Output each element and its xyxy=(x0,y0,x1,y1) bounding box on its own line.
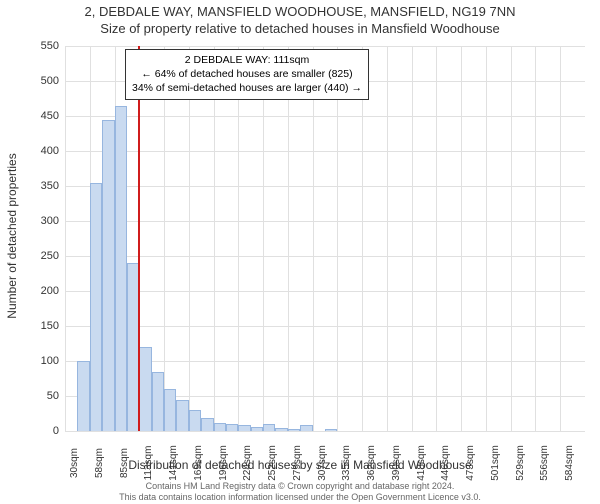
gridline-v xyxy=(313,46,314,431)
histogram-bar xyxy=(139,347,151,431)
histogram-plot: 05010015020025030035040045050055030sqm58… xyxy=(65,46,585,431)
gridline-v xyxy=(362,46,363,431)
annotation-box: 2 DEBDALE WAY: 111sqm ← 64% of detached … xyxy=(125,49,369,100)
histogram-bar xyxy=(275,428,287,432)
y-tick-label: 450 xyxy=(41,110,65,122)
y-tick-label: 0 xyxy=(53,425,65,437)
gridline-v xyxy=(238,46,239,431)
y-tick-label: 200 xyxy=(41,285,65,297)
histogram-bar xyxy=(238,425,250,431)
gridline-v xyxy=(486,46,487,431)
histogram-bar xyxy=(115,106,127,432)
chart-subtitle: Size of property relative to detached ho… xyxy=(0,21,600,36)
histogram-bar xyxy=(176,400,188,432)
annotation-line-2: ← 64% of detached houses are smaller (82… xyxy=(132,67,362,81)
gridline-h xyxy=(65,46,585,47)
gridline-v xyxy=(337,46,338,431)
y-tick-label: 500 xyxy=(41,75,65,87)
gridline-v xyxy=(189,46,190,431)
histogram-bar xyxy=(189,410,201,431)
histogram-bar xyxy=(226,424,238,431)
histogram-bar xyxy=(214,423,226,431)
histogram-bar xyxy=(300,425,312,431)
gridline-h xyxy=(65,186,585,187)
gridline-h xyxy=(65,256,585,257)
y-tick-label: 250 xyxy=(41,250,65,262)
gridline-h xyxy=(65,221,585,222)
histogram-bar xyxy=(288,429,300,431)
gridline-v xyxy=(263,46,264,431)
gridline-v xyxy=(535,46,536,431)
y-tick-label: 550 xyxy=(41,40,65,52)
gridline-h xyxy=(65,291,585,292)
x-axis-title: Distribution of detached houses by size … xyxy=(0,458,600,472)
gridline-h xyxy=(65,431,585,432)
histogram-bar xyxy=(325,429,337,431)
histogram-bar xyxy=(102,120,114,432)
y-tick-label: 400 xyxy=(41,145,65,157)
y-tick-label: 350 xyxy=(41,180,65,192)
gridline-v xyxy=(436,46,437,431)
page-title: 2, DEBDALE WAY, MANSFIELD WOODHOUSE, MAN… xyxy=(0,4,600,19)
footer-line-2: This data contains location information … xyxy=(0,492,600,503)
histogram-bar xyxy=(152,372,164,432)
y-tick-label: 50 xyxy=(47,390,65,402)
annotation-line-1: 2 DEBDALE WAY: 111sqm xyxy=(132,53,362,67)
histogram-bar xyxy=(77,361,89,431)
y-tick-label: 100 xyxy=(41,355,65,367)
gridline-v xyxy=(560,46,561,431)
histogram-bar xyxy=(164,389,176,431)
chart-area: 05010015020025030035040045050055030sqm58… xyxy=(65,46,585,431)
gridline-v xyxy=(214,46,215,431)
histogram-bar xyxy=(263,424,275,431)
gridline-v xyxy=(65,46,66,431)
gridline-v xyxy=(387,46,388,431)
histogram-bar xyxy=(251,427,263,431)
histogram-bar xyxy=(90,183,102,432)
marker-line xyxy=(138,46,140,431)
gridline-v xyxy=(288,46,289,431)
gridline-v xyxy=(164,46,165,431)
y-tick-label: 300 xyxy=(41,215,65,227)
gridline-v xyxy=(461,46,462,431)
histogram-bar xyxy=(201,418,213,431)
gridline-v xyxy=(511,46,512,431)
footer-line-1: Contains HM Land Registry data © Crown c… xyxy=(0,481,600,492)
gridline-h xyxy=(65,326,585,327)
y-tick-label: 150 xyxy=(41,320,65,332)
annotation-line-3: 34% of semi-detached houses are larger (… xyxy=(132,81,362,95)
y-axis-title: Number of detached properties xyxy=(5,153,19,318)
gridline-v xyxy=(412,46,413,431)
gridline-h xyxy=(65,151,585,152)
gridline-h xyxy=(65,116,585,117)
